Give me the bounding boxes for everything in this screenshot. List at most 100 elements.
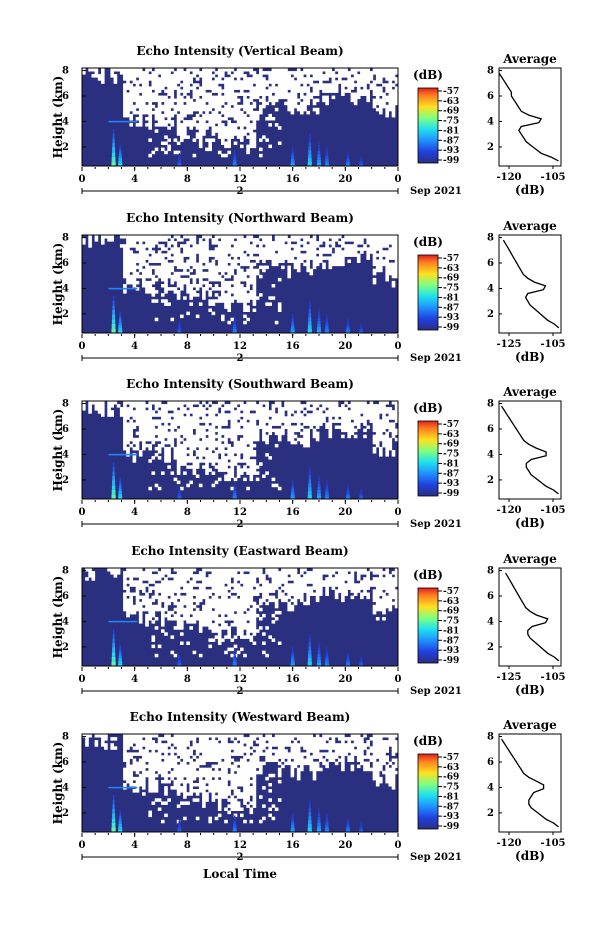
- missing-data-cell: [157, 95, 162, 100]
- missing-data-cell: [262, 413, 266, 417]
- missing-data-cell: [142, 416, 146, 420]
- missing-data-cell: [180, 129, 184, 133]
- missing-data-cell: [221, 446, 225, 451]
- missing-data-cell: [189, 419, 193, 423]
- missing-data-cell: [338, 419, 342, 423]
- echo-plume: [326, 479, 328, 483]
- missing-data-cell: [391, 265, 396, 270]
- missing-data-cell: [176, 580, 181, 584]
- missing-data-cell: [214, 583, 219, 587]
- missing-data-cell: [338, 250, 342, 254]
- missing-data-cell: [334, 250, 339, 254]
- missing-data-cell: [259, 462, 263, 466]
- missing-data-cell: [214, 453, 219, 457]
- missing-data-cell: [195, 413, 200, 417]
- missing-data-cell: [195, 607, 200, 612]
- echo-plume: [307, 329, 312, 333]
- missing-data-cell: [243, 613, 247, 618]
- missing-data-cell: [189, 401, 193, 405]
- missing-data-cell: [236, 280, 241, 285]
- missing-data-cell: [151, 293, 156, 297]
- missing-data-cell: [274, 80, 279, 84]
- missing-data-cell: [208, 468, 212, 472]
- missing-data-cell: [142, 401, 146, 405]
- missing-data-cell: [331, 71, 336, 75]
- missing-data-cell: [249, 468, 254, 472]
- missing-data-cell: [379, 419, 383, 423]
- missing-data-cell: [167, 580, 171, 584]
- missing-data-cell: [353, 410, 358, 414]
- missing-data-cell: [236, 592, 241, 596]
- missing-data-cell: [186, 443, 190, 448]
- missing-data-cell: [281, 250, 285, 254]
- missing-data-cell: [123, 107, 127, 112]
- missing-data-cell: [205, 595, 209, 600]
- missing-data-cell: [341, 422, 345, 426]
- missing-data-cell: [236, 474, 241, 478]
- missing-data-cell: [372, 407, 377, 411]
- missing-data-cell: [240, 287, 244, 291]
- missing-data-cell: [88, 568, 92, 572]
- missing-data-cell: [151, 434, 156, 439]
- missing-data-cell: [91, 68, 96, 72]
- missing-data-cell: [186, 104, 190, 109]
- missing-data-cell: [268, 77, 272, 81]
- missing-data-cell: [145, 256, 149, 260]
- missing-data-cell: [123, 574, 127, 578]
- missing-data-cell: [281, 86, 285, 90]
- missing-data-cell: [306, 443, 310, 448]
- missing-data-cell: [135, 431, 140, 436]
- missing-data-cell: [129, 235, 133, 239]
- missing-data-cell: [319, 74, 323, 78]
- missing-data-cell: [303, 247, 307, 251]
- missing-data-cell: [129, 598, 133, 603]
- missing-data-cell: [132, 280, 137, 285]
- missing-data-cell: [233, 123, 238, 127]
- missing-data-cell: [287, 71, 291, 75]
- missing-data-cell: [303, 422, 307, 426]
- missing-data-cell: [246, 247, 250, 251]
- missing-data-cell: [300, 416, 304, 420]
- missing-data-cell: [161, 586, 165, 590]
- missing-data-cell: [170, 274, 175, 279]
- missing-data-cell: [287, 592, 291, 596]
- missing-data-cell: [126, 92, 130, 96]
- missing-data-cell: [287, 410, 291, 414]
- missing-data-cell: [123, 268, 127, 273]
- missing-data-cell: [180, 123, 184, 127]
- missing-data-cell: [173, 626, 178, 630]
- missing-data-cell: [252, 101, 257, 106]
- missing-data-cell: [176, 68, 181, 72]
- missing-data-cell: [183, 446, 187, 451]
- missing-data-cell: [252, 80, 257, 84]
- missing-data-cell: [116, 404, 121, 408]
- missing-data-cell: [274, 431, 279, 436]
- missing-data-cell: [132, 284, 137, 288]
- missing-data-cell: [192, 68, 197, 72]
- missing-data-cell: [198, 123, 203, 127]
- missing-data-cell: [167, 431, 171, 436]
- missing-data-cell: [198, 595, 203, 600]
- missing-data-cell: [322, 247, 326, 251]
- missing-data-cell: [135, 401, 140, 405]
- missing-data-cell: [154, 583, 159, 587]
- missing-data-cell: [328, 416, 333, 420]
- missing-data-cell: [227, 235, 231, 239]
- missing-data-cell: [205, 610, 209, 615]
- missing-data-cell: [252, 641, 257, 645]
- missing-data-cell: [192, 117, 197, 121]
- missing-data-cell: [202, 613, 206, 618]
- missing-data-cell: [246, 123, 250, 127]
- missing-data-cell: [113, 401, 118, 405]
- missing-data-cell: [208, 274, 212, 279]
- missing-data-cell: [227, 259, 231, 263]
- missing-data-cell: [211, 638, 216, 642]
- missing-data-cell: [274, 598, 279, 603]
- missing-data-cell: [195, 250, 200, 254]
- missing-data-cell: [230, 98, 235, 103]
- missing-data-cell: [195, 98, 200, 103]
- missing-data-cell: [205, 607, 209, 612]
- echo-plume: [112, 480, 116, 486]
- missing-data-cell: [211, 446, 216, 451]
- missing-data-cell: [243, 244, 247, 248]
